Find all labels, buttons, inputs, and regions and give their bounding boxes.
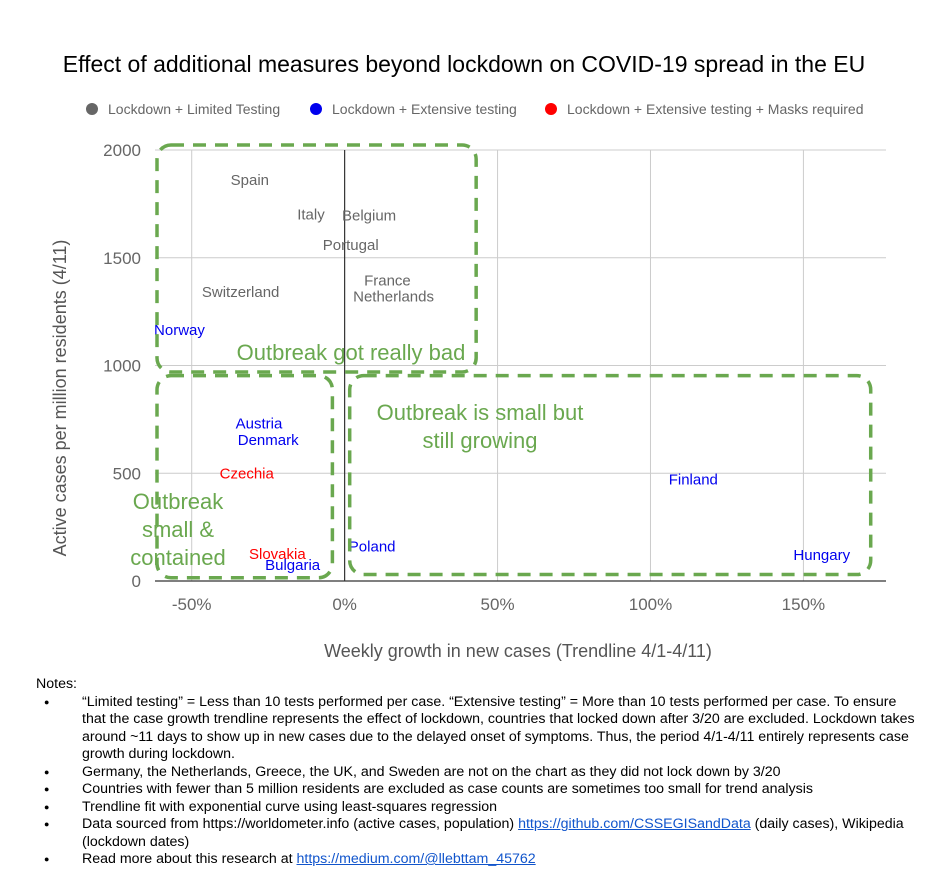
note-text-before: Data sourced from https://worldometer.in… bbox=[82, 816, 519, 832]
note-text: Countries with fewer than 5 million resi… bbox=[82, 781, 813, 797]
note-item: Data sourced from https://worldometer.in… bbox=[44, 816, 916, 851]
note-item: “Limited testing” = Less than 10 tests p… bbox=[44, 693, 916, 764]
data-points: Spain Italy Belgium Portugal Switzerland Fran… bbox=[154, 172, 851, 574]
x-axis-title: Weekly growth in new cases (Trendline 4/… bbox=[324, 641, 712, 661]
note-text-before: Read more about this research at bbox=[82, 851, 297, 867]
point-label: Spain bbox=[231, 172, 269, 189]
point-label: Norway bbox=[154, 322, 205, 339]
y-tick-label: 500 bbox=[113, 464, 141, 483]
x-tick-label: 100% bbox=[629, 595, 672, 614]
note-text: Trendline fit with exponential curve usi… bbox=[82, 798, 498, 815]
note-text: Germany, the Netherlands, Greece, the UK… bbox=[82, 763, 781, 780]
point-label: Hungary bbox=[793, 547, 850, 564]
point-label: Netherlands bbox=[353, 289, 434, 306]
x-tick-label: -50% bbox=[172, 595, 212, 614]
legend-label: Lockdown + Limited Testing bbox=[108, 101, 280, 117]
region-label: still growing bbox=[423, 428, 538, 453]
point-label: Bulgaria bbox=[265, 557, 321, 574]
point-label: Denmark bbox=[238, 432, 299, 449]
point-label: Slovakia bbox=[249, 546, 306, 563]
region-label: Outbreak got really bad bbox=[237, 340, 466, 365]
grid bbox=[155, 149, 886, 581]
point-label: Austria bbox=[236, 416, 283, 433]
chart: Effect of additional measures beyond loc… bbox=[50, 51, 886, 661]
y-tick-label: 1000 bbox=[103, 357, 141, 376]
y-tick-label: 0 bbox=[132, 572, 141, 591]
legend-marker bbox=[86, 103, 98, 115]
region-label: Outbreak is small but bbox=[377, 400, 584, 425]
chart-title: Effect of additional measures beyond loc… bbox=[63, 51, 865, 77]
notes-heading: Notes: bbox=[36, 676, 78, 692]
point-label: France bbox=[364, 272, 411, 289]
axes: 0 500 1000 1500 2000 -50% 0% 50% 100% 150% bbox=[103, 141, 886, 614]
point-label: Czechia bbox=[220, 465, 275, 482]
region-box bbox=[347, 373, 873, 577]
x-tick-label: 50% bbox=[481, 595, 515, 614]
notes: Notes: “Limited testing” = Less than 10 … bbox=[36, 676, 916, 869]
note-item: Countries with fewer than 5 million resi… bbox=[44, 781, 916, 799]
note-item: Germany, the Netherlands, Greece, the UK… bbox=[44, 763, 916, 782]
point-label: Italy bbox=[297, 207, 325, 224]
legend-marker bbox=[310, 103, 322, 115]
y-tick-label: 1500 bbox=[103, 249, 141, 268]
region-label: contained bbox=[130, 545, 225, 570]
note-item: Read more about this research at https:/… bbox=[44, 851, 916, 869]
note-item: Trendline fit with exponential curve usi… bbox=[44, 798, 916, 817]
research-link[interactable]: https://medium.com/@llebttam_45762 bbox=[296, 851, 536, 867]
legend-label: Lockdown + Extensive testing + Masks req… bbox=[567, 101, 864, 117]
y-axis-title: Active cases per million residents (4/11… bbox=[50, 240, 70, 557]
y-tick-label: 2000 bbox=[103, 141, 141, 160]
region-box bbox=[155, 143, 478, 374]
point-label: Belgium bbox=[342, 208, 396, 225]
point-label: Portugal bbox=[323, 237, 379, 254]
note-text-after: (daily cases), Wikipedia (lockdown dates… bbox=[82, 816, 904, 850]
point-label: Switzerland bbox=[202, 284, 280, 301]
x-tick-label: 150% bbox=[782, 595, 825, 614]
regions: Outbreak got really bad Outbreak is small… bbox=[130, 143, 873, 580]
note-text: “Limited testing” = Less than 10 tests p… bbox=[82, 693, 915, 763]
notes-list: “Limited testing” = Less than 10 tests p… bbox=[36, 694, 916, 869]
legend-marker bbox=[545, 103, 557, 115]
region-label: Outbreak bbox=[133, 489, 224, 514]
region-label: small & bbox=[142, 517, 214, 542]
legend: Lockdown + Limited Testing Lockdown + Ext… bbox=[86, 101, 864, 117]
x-tick-label: 0% bbox=[332, 595, 357, 614]
point-label: Poland bbox=[349, 539, 396, 556]
region-box bbox=[155, 373, 335, 580]
data-source-link[interactable]: https://github.com/CSSEGISandData bbox=[518, 816, 751, 832]
point-label: Finland bbox=[669, 472, 718, 489]
legend-label: Lockdown + Extensive testing bbox=[332, 101, 517, 117]
